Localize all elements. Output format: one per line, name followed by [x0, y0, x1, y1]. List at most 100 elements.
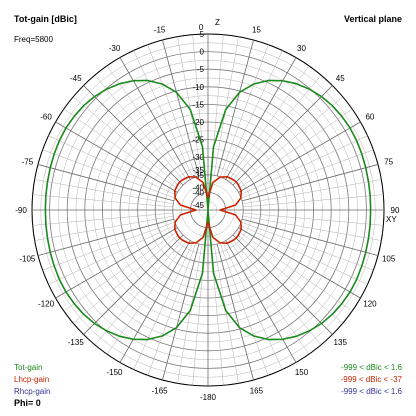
grid-spoke [32, 212, 173, 226]
grid-spoke [219, 242, 269, 376]
grid-spoke [42, 149, 176, 199]
grid-spoke [83, 234, 184, 335]
angle-tick-label: -30 [109, 44, 121, 53]
grid-spoke [238, 227, 361, 299]
grid-spoke [232, 85, 333, 186]
angle-tick-label: 60 [365, 113, 374, 122]
angle-tick-label: -135 [68, 338, 85, 347]
angle-tick-label: -165 [152, 387, 169, 396]
radial-tick-label: -15 [192, 100, 204, 109]
series-line-lhcp-gain [173, 175, 243, 245]
radial-tick-label: -5 [197, 65, 205, 74]
grid-spoke [106, 65, 189, 182]
series-line-tot-gain-mirror [44, 79, 209, 341]
angle-tick-label: 90 [391, 206, 400, 215]
radial-tick-label: -20 [192, 118, 204, 127]
angle-tick-label: -60 [40, 113, 52, 122]
radial-tick-label: -30 [192, 153, 204, 162]
grid-spoke [236, 108, 353, 191]
grid-spoke [225, 57, 297, 180]
grid-spoke [94, 75, 186, 184]
polar-grid [31, 33, 385, 387]
angle-tick-label: 135 [334, 338, 348, 347]
grid-spoke [236, 229, 353, 312]
grid-spoke [242, 179, 382, 205]
grid-spoke [48, 135, 177, 196]
axis-label-xy: XY [386, 215, 397, 224]
grid-spoke [230, 236, 322, 345]
radial-tick-label: -40 [192, 188, 204, 197]
grid-spoke [213, 36, 239, 176]
grid-spoke [37, 164, 175, 202]
grid-spoke [241, 218, 379, 256]
grid-spoke [240, 149, 374, 199]
grid-spoke [119, 57, 191, 180]
grid-spoke [232, 234, 333, 335]
grid-spoke [177, 244, 203, 384]
angle-tick-label: 45 [336, 74, 345, 83]
angle-tick-label: 120 [363, 300, 377, 309]
grid-spoke [230, 75, 322, 184]
grid-spoke [225, 240, 297, 363]
angle-tick-label: 165 [250, 387, 264, 396]
grid-spoke [239, 224, 368, 285]
grid-spoke [83, 85, 184, 186]
phi-label: Phi= 0 [14, 398, 41, 408]
grid-spoke [240, 221, 374, 271]
grid-spoke [147, 242, 197, 376]
angle-tick-label: -120 [38, 300, 55, 309]
grid-spoke [32, 194, 173, 208]
grid-spoke [63, 229, 180, 312]
angle-tick-label: 105 [382, 254, 396, 263]
grid-spoke [106, 238, 189, 355]
grid-spoke [243, 212, 384, 226]
grid-spoke [219, 44, 269, 178]
radial-tick-label: -35 [192, 171, 204, 180]
legend-tot-gain-name: Tot-gain [14, 363, 42, 372]
grid-spoke [63, 108, 180, 191]
legend-tot-gain-range: -999 < dBic < 1.6 [341, 363, 402, 372]
axis-label-z: Z [215, 18, 220, 27]
grid-spoke [242, 215, 382, 241]
grid-spoke [234, 232, 343, 324]
radial-tick-label: 5 [200, 30, 205, 39]
grid-spoke [239, 135, 368, 196]
grid-spoke [243, 194, 384, 208]
grid-spoke [238, 121, 361, 193]
angle-tick-label: 30 [297, 44, 306, 53]
grid-spoke [213, 244, 239, 384]
legend-rhcp-gain-range: -999 < dBic < 1.6 [341, 387, 402, 396]
grid-spoke [119, 240, 191, 363]
grid-spoke [222, 241, 283, 370]
angle-tick-label: -105 [19, 254, 36, 263]
radial-tick-label: -10 [192, 83, 204, 92]
grid-spoke [73, 96, 182, 188]
grid-spoke [222, 50, 283, 179]
grid-spoke [48, 224, 177, 285]
grid-spoke [133, 241, 194, 370]
angle-tick-label: 0 [199, 23, 204, 32]
angle-tick-label: -180 [200, 393, 217, 402]
series-layer [44, 79, 372, 341]
grid-spoke [55, 227, 178, 299]
angle-tick-label: -75 [22, 158, 34, 167]
grid-spoke [34, 215, 174, 241]
grid-spoke [133, 50, 194, 179]
legend: Tot-gain Lhcp-gain Rhcp-gain Phi= 0 -999… [14, 363, 403, 408]
grid-spoke [234, 96, 343, 188]
grid-spoke [73, 232, 182, 324]
angle-tick-label: 150 [295, 368, 309, 377]
angle-tick-label: 75 [384, 158, 393, 167]
angle-tick-label: -90 [15, 206, 27, 215]
series-line-tot-gain [207, 79, 372, 341]
grid-spoke [216, 39, 254, 177]
grid-spoke [34, 179, 174, 205]
plane-label: Vertical plane [344, 14, 402, 24]
angle-tick-label: 15 [252, 25, 261, 34]
radial-tick-label: -40 [192, 183, 204, 192]
angle-tick-label: -15 [154, 25, 166, 34]
legend-lhcp-gain-name: Lhcp-gain [14, 375, 49, 384]
grid-spoke [227, 65, 310, 182]
